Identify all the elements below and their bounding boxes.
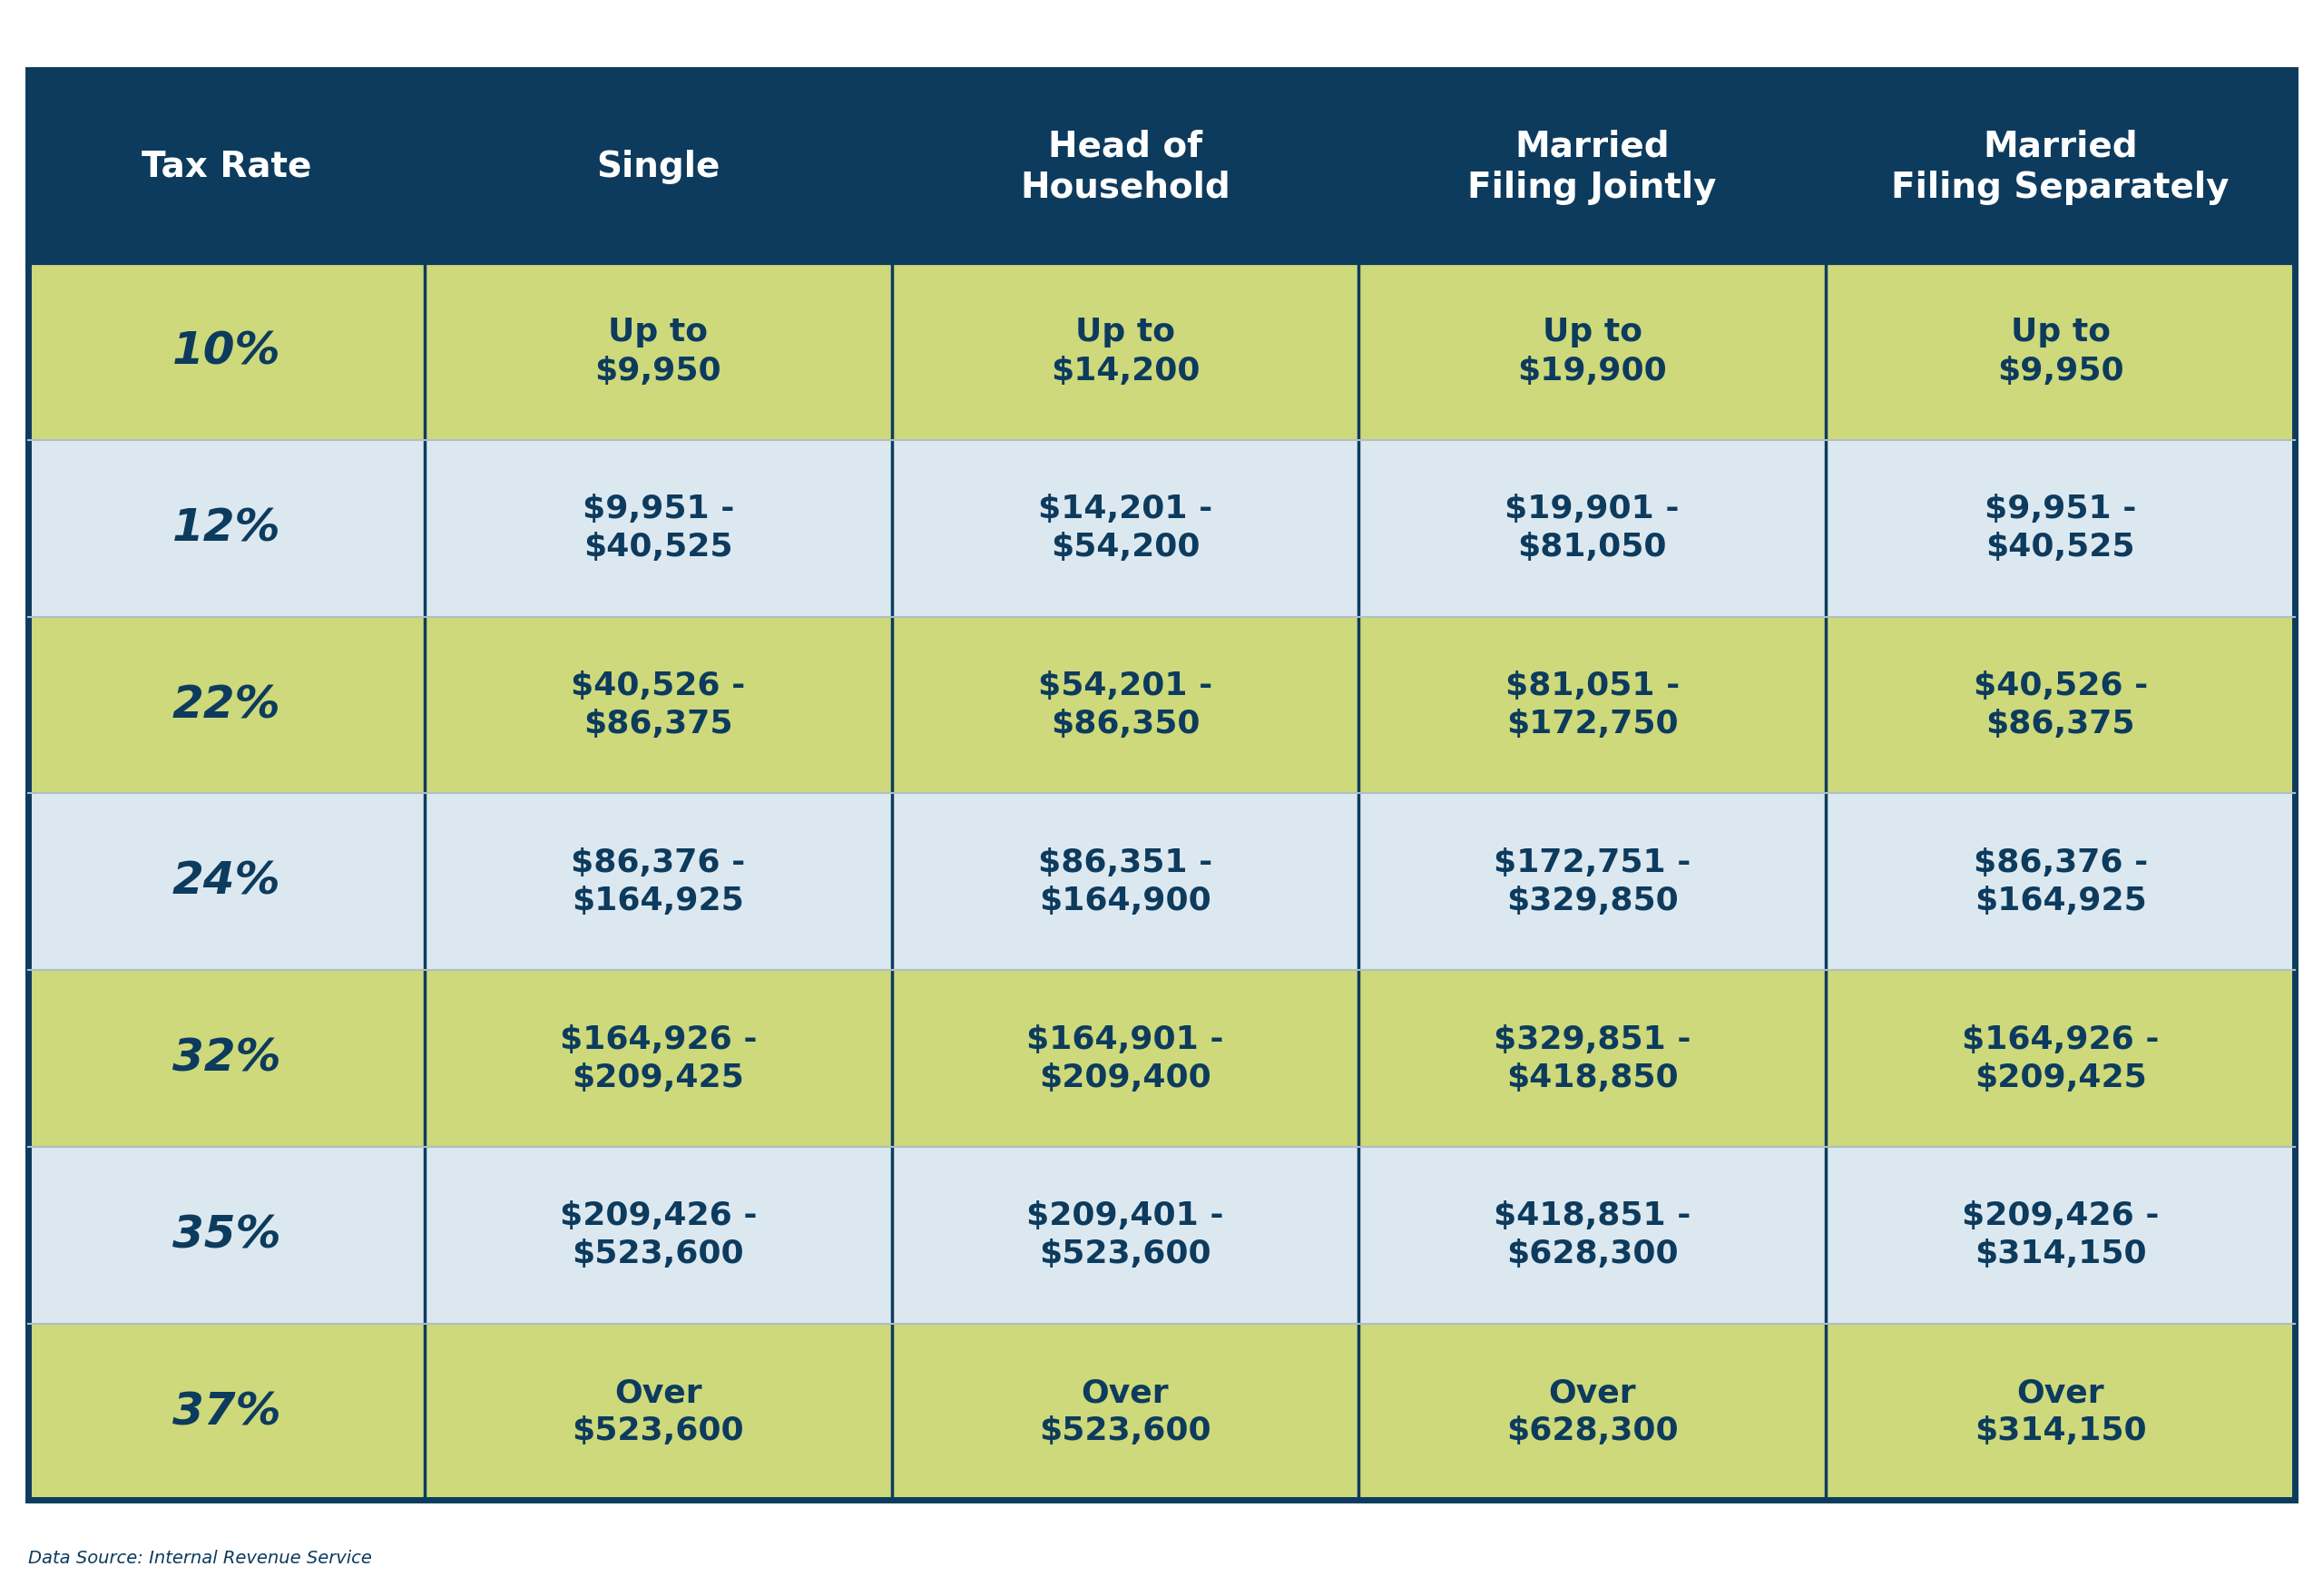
Bar xyxy=(28,616,2295,793)
Text: $19,901 -
$81,050: $19,901 - $81,050 xyxy=(1505,493,1680,563)
Text: Up to
$14,200: Up to $14,200 xyxy=(1050,318,1201,386)
Text: $14,201 -
$54,200: $14,201 - $54,200 xyxy=(1038,493,1213,563)
Text: $172,751 -
$329,850: $172,751 - $329,850 xyxy=(1494,847,1691,916)
Text: 37%: 37% xyxy=(172,1390,281,1433)
Text: 35%: 35% xyxy=(172,1213,281,1258)
Bar xyxy=(28,440,2295,616)
Text: 12%: 12% xyxy=(172,506,281,551)
Bar xyxy=(28,263,2295,440)
Text: Tax Rate: Tax Rate xyxy=(142,150,311,184)
Text: Up to
$9,950: Up to $9,950 xyxy=(595,318,722,386)
Text: Married
Filing Jointly: Married Filing Jointly xyxy=(1468,129,1717,204)
Bar xyxy=(28,70,2295,1500)
Bar xyxy=(28,70,2295,263)
Text: $86,376 -
$164,925: $86,376 - $164,925 xyxy=(1972,847,2149,916)
Text: $418,851 -
$628,300: $418,851 - $628,300 xyxy=(1494,1200,1691,1270)
Bar xyxy=(28,1323,2295,1500)
Text: $40,526 -
$86,375: $40,526 - $86,375 xyxy=(1972,670,2149,739)
Text: 22%: 22% xyxy=(172,683,281,726)
Text: $164,926 -
$209,425: $164,926 - $209,425 xyxy=(1963,1025,2158,1093)
Text: Over
$523,600: Over $523,600 xyxy=(571,1377,743,1446)
Text: Over
$523,600: Over $523,600 xyxy=(1038,1377,1210,1446)
Text: Up to
$19,900: Up to $19,900 xyxy=(1517,318,1668,386)
Text: Married
Filing Separately: Married Filing Separately xyxy=(1891,129,2230,204)
Text: $40,526 -
$86,375: $40,526 - $86,375 xyxy=(571,670,746,739)
Text: $164,926 -
$209,425: $164,926 - $209,425 xyxy=(560,1025,757,1093)
Bar xyxy=(28,1148,2295,1323)
Text: $54,201 -
$86,350: $54,201 - $86,350 xyxy=(1038,670,1213,739)
Text: Data Source: Internal Revenue Service: Data Source: Internal Revenue Service xyxy=(28,1550,372,1567)
Text: Up to
$9,950: Up to $9,950 xyxy=(1998,318,2123,386)
Text: Over
$628,300: Over $628,300 xyxy=(1505,1377,1677,1446)
Text: Over
$314,150: Over $314,150 xyxy=(1975,1377,2146,1446)
Text: 32%: 32% xyxy=(172,1037,281,1080)
Text: 10%: 10% xyxy=(172,330,281,373)
Text: $86,351 -
$164,900: $86,351 - $164,900 xyxy=(1038,847,1213,916)
Text: Head of
Household: Head of Household xyxy=(1020,129,1231,204)
Text: $209,426 -
$523,600: $209,426 - $523,600 xyxy=(560,1200,757,1270)
Text: $9,951 -
$40,525: $9,951 - $40,525 xyxy=(1984,493,2137,563)
Text: Single: Single xyxy=(597,150,720,184)
Text: $81,051 -
$172,750: $81,051 - $172,750 xyxy=(1505,670,1680,739)
Text: $86,376 -
$164,925: $86,376 - $164,925 xyxy=(571,847,746,916)
Text: $9,951 -
$40,525: $9,951 - $40,525 xyxy=(583,493,734,563)
Text: 24%: 24% xyxy=(172,860,281,903)
Text: $209,426 -
$314,150: $209,426 - $314,150 xyxy=(1963,1200,2158,1270)
Text: $329,851 -
$418,850: $329,851 - $418,850 xyxy=(1494,1025,1691,1093)
Text: $209,401 -
$523,600: $209,401 - $523,600 xyxy=(1027,1200,1224,1270)
Bar xyxy=(28,970,2295,1148)
Bar xyxy=(28,793,2295,970)
Text: $164,901 -
$209,400: $164,901 - $209,400 xyxy=(1027,1025,1224,1093)
